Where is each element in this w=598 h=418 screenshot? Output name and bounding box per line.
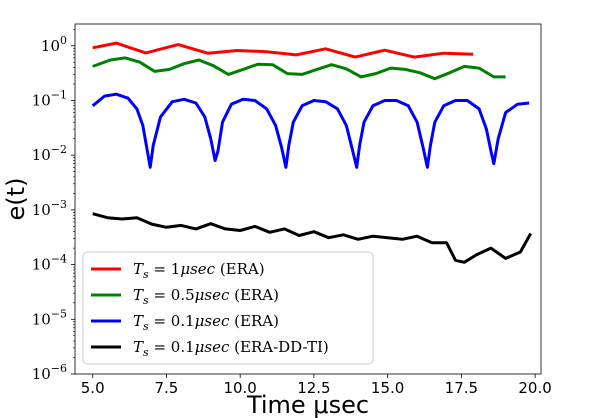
y-tick-label-2: 10−1: [32, 88, 67, 109]
legend-entry-3: Ts = 0.1μsec (ERA): [133, 312, 279, 333]
x-tick-label-7: 20.0: [518, 379, 551, 397]
y-axis-ticks: 100 10−1 10−2 10−3 10−4 10−5 10−6: [32, 29, 75, 383]
x-axis-label: Time μsec: [246, 391, 369, 418]
legend-box: [82, 251, 374, 365]
series-line-2: [92, 56, 506, 81]
series-line-3: [91, 92, 530, 169]
series-line-1: [92, 41, 474, 59]
x-tick-label-3: 10.0: [223, 379, 256, 397]
y-tick-label-3: 10−2: [32, 143, 67, 164]
legend-entry-1: Ts = 1μsec (ERA): [133, 260, 265, 281]
x-tick-label-6: 17.5: [445, 379, 478, 397]
y-tick-label-5: 10−4: [32, 253, 67, 274]
legend-entry-4: Ts = 0.1μsec (ERA-DD-TI): [133, 338, 329, 359]
legend: Ts = 1μsec (ERA) Ts = 0.5μsec (ERA) Ts = 0…: [82, 251, 374, 365]
series-line-4: [92, 212, 533, 264]
y-tick-label-4: 10−3: [32, 198, 67, 219]
x-tick-label-5: 15.0: [371, 379, 404, 397]
plot-lines: [91, 41, 533, 264]
axes-frame: [74, 23, 542, 375]
y-tick-label-6: 10−5: [32, 307, 67, 328]
x-tick-label-2: 7.5: [155, 379, 179, 397]
x-tick-label-4: 12.5: [297, 379, 330, 397]
y-axis-label: e(t): [2, 178, 30, 221]
legend-entry-2: Ts = 0.5μsec (ERA): [133, 286, 279, 307]
y-tick-label-1: 100: [41, 34, 67, 55]
y-tick-label-7: 10−6: [32, 362, 67, 383]
x-tick-label-1: 5.0: [81, 379, 105, 397]
x-axis-ticks: 5.0 7.5 10.0 12.5 15.0 17.5 20.0: [81, 374, 552, 397]
